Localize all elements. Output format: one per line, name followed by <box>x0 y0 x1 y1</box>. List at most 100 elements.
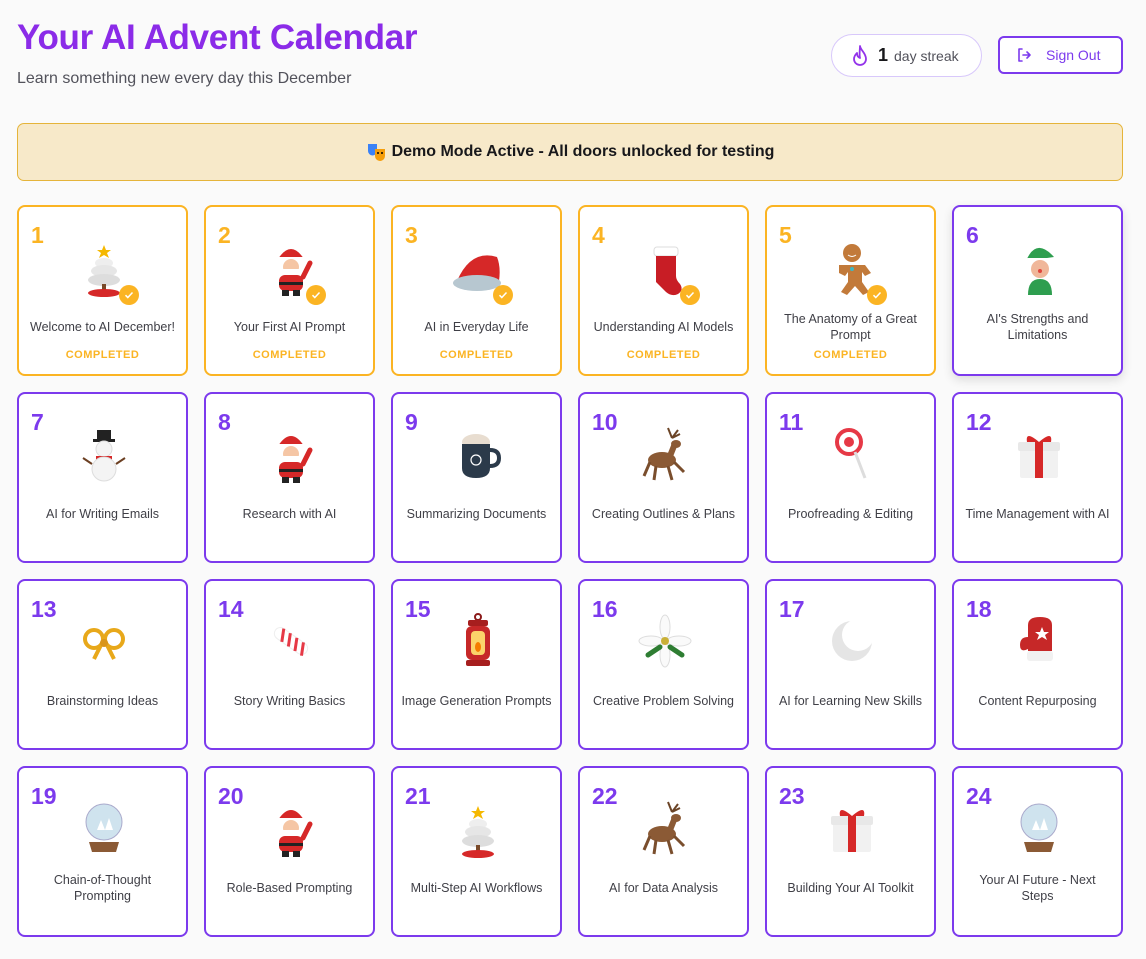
door-card-1[interactable]: 1 Welcome to AI December! COMPLETED <box>17 205 188 376</box>
demo-mode-banner: Demo Mode Active - All doors unlocked fo… <box>17 123 1123 181</box>
door-number: 22 <box>592 783 618 809</box>
door-card-2[interactable]: 2 Your First AI Prompt COMPLETED <box>204 205 375 376</box>
door-number: 24 <box>966 783 992 809</box>
door-title: AI in Everyday Life <box>424 320 529 334</box>
door-number: 13 <box>31 596 57 622</box>
page-title: Your AI Advent Calendar <box>17 18 418 57</box>
check-icon <box>119 285 139 305</box>
door-title: Content Repurposing <box>978 694 1097 708</box>
snow-globe-icon <box>1020 803 1058 852</box>
reindeer-icon <box>642 801 686 855</box>
door-card-18[interactable]: 18 Content Repurposing <box>952 579 1123 750</box>
door-title: Time Management with AI <box>965 507 1110 521</box>
gingerbread-icon <box>839 244 871 295</box>
check-icon <box>867 285 887 305</box>
door-card-7[interactable]: 7 AI for Writing Emails <box>17 392 188 563</box>
door-number: 5 <box>779 222 792 248</box>
completed-status: COMPLETED <box>626 349 701 361</box>
door-title: Summarizing Documents <box>406 507 547 521</box>
santa-hat-icon <box>453 255 501 291</box>
door-number: 15 <box>405 596 431 622</box>
door-card-9[interactable]: 9 Summarizing Documents <box>391 392 562 563</box>
door-title: Welcome to AI December! <box>30 320 175 334</box>
door-card-17[interactable]: 17 AI for Learning New Skills <box>765 579 936 750</box>
door-number: 17 <box>779 596 805 622</box>
door-card-6[interactable]: 6 AI's Strengths and Limitations <box>952 205 1123 376</box>
door-title: Story Writing Basics <box>233 694 346 708</box>
streak-badge: 1 day streak <box>831 34 982 77</box>
door-title: The Anatomy of a Great Prompt <box>784 312 917 342</box>
door-card-15[interactable]: 15 Image Generation Prompts <box>391 579 562 750</box>
check-icon <box>680 285 700 305</box>
door-title: Your First AI Prompt <box>233 320 346 334</box>
page-subtitle: Learn something new every day this Decem… <box>17 70 352 87</box>
door-number: 14 <box>218 596 244 622</box>
moon-icon <box>832 619 874 661</box>
door-title: Image Generation Prompts <box>401 694 552 708</box>
door-number: 1 <box>31 222 44 248</box>
door-title: Proofreading & Editing <box>787 507 914 521</box>
door-card-22[interactable]: 22 AI for Data Analysis <box>578 766 749 937</box>
completed-status: COMPLETED <box>252 349 327 361</box>
mitten-icon <box>1020 617 1053 661</box>
door-card-11[interactable]: 11 Proofreading & Editing <box>765 392 936 563</box>
sign-out-button[interactable]: Sign Out <box>998 36 1123 74</box>
door-title: Brainstorming Ideas <box>46 694 159 708</box>
santa-icon <box>277 248 313 296</box>
candy-icon <box>273 627 309 656</box>
door-title: Multi-Step AI Workflows <box>410 881 543 895</box>
door-card-23[interactable]: 23 Building Your AI Toolkit <box>765 766 936 937</box>
door-number: 3 <box>405 222 418 248</box>
door-title: Chain-of-Thought Prompting <box>53 873 152 903</box>
door-card-13[interactable]: 13 Brainstorming Ideas <box>17 579 188 750</box>
door-title: AI's Strengths and Limitations <box>986 312 1089 342</box>
elf-icon <box>1021 247 1054 295</box>
door-card-20[interactable]: 20 Role-Based Prompting <box>204 766 375 937</box>
door-title: Creating Outlines & Plans <box>591 507 736 521</box>
completed-status: COMPLETED <box>65 349 140 361</box>
bow-icon <box>83 628 125 660</box>
door-title: Research with AI <box>242 507 337 521</box>
door-card-16[interactable]: 16 Creative Problem Solving <box>578 579 749 750</box>
masks-icon <box>367 144 385 161</box>
door-number: 18 <box>966 596 992 622</box>
door-number: 6 <box>966 222 979 248</box>
door-number: 9 <box>405 409 418 435</box>
gift-icon <box>1018 436 1060 478</box>
flame-icon <box>853 44 867 66</box>
lantern-icon <box>466 613 490 666</box>
reindeer-icon <box>642 427 686 481</box>
door-card-5[interactable]: 5 The Anatomy of a Great Prompt COMPLETED <box>765 205 936 376</box>
door-number: 11 <box>779 409 804 435</box>
door-title: AI for Learning New Skills <box>778 694 923 708</box>
tree-icon <box>462 806 494 858</box>
door-card-3[interactable]: 3 AI in Everyday Life COMPLETED <box>391 205 562 376</box>
santa-icon <box>277 809 313 857</box>
door-card-19[interactable]: 19 Chain-of-Thought Prompting <box>17 766 188 937</box>
door-title: Role-Based Prompting <box>226 881 353 895</box>
door-card-4[interactable]: 4 Understanding AI Models COMPLETED <box>578 205 749 376</box>
door-title: Understanding AI Models <box>593 320 734 334</box>
cocoa-mug-icon <box>462 434 502 478</box>
door-title: Building Your AI Toolkit <box>787 881 914 895</box>
advent-door-grid: 1 Welcome to AI December! COMPLETED 2 Your F… <box>17 205 1123 937</box>
door-number: 20 <box>218 783 244 809</box>
door-card-10[interactable]: 10 Creating Outlines & Plans <box>578 392 749 563</box>
completed-status: COMPLETED <box>813 349 888 361</box>
poinsettia-icon <box>638 614 692 668</box>
door-title: Creative Problem Solving <box>592 694 735 708</box>
snowman-icon <box>82 430 126 482</box>
door-number: 16 <box>592 596 618 622</box>
door-card-24[interactable]: 24 Your AI Future - Next Steps <box>952 766 1123 937</box>
santa-icon <box>277 435 313 483</box>
door-card-21[interactable]: 21 Multi-Step AI Workflows <box>391 766 562 937</box>
door-number: 12 <box>966 409 992 435</box>
check-icon <box>306 285 326 305</box>
door-card-14[interactable]: 14 Story Writing Basics <box>204 579 375 750</box>
door-card-12[interactable]: 12 Time Management with AI <box>952 392 1123 563</box>
door-number: 21 <box>405 783 431 809</box>
door-title: AI for Writing Emails <box>46 507 159 521</box>
door-card-8[interactable]: 8 Research with AI <box>204 392 375 563</box>
snow-globe-icon <box>85 803 123 852</box>
door-number: 2 <box>218 222 231 248</box>
